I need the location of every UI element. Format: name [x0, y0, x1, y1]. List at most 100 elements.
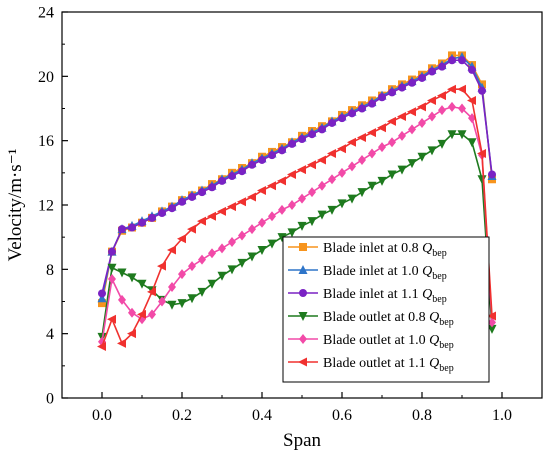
data-point: [237, 197, 246, 207]
data-point: [398, 83, 406, 92]
data-point: [308, 187, 316, 198]
series-5: [97, 84, 496, 352]
data-point: [287, 228, 297, 238]
data-point: [417, 102, 426, 112]
data-point: [237, 258, 247, 268]
data-point: [108, 247, 116, 256]
data-point: [448, 101, 456, 112]
data-point: [127, 329, 136, 339]
legend-marker: [299, 289, 307, 297]
y-tick-label: 8: [46, 262, 54, 279]
data-point: [257, 246, 267, 256]
data-point: [108, 273, 116, 284]
data-point: [457, 84, 466, 94]
legend-label: Blade outlet at 0.8 Qbep: [323, 310, 454, 328]
data-point: [107, 263, 117, 273]
data-point: [148, 309, 156, 320]
data-point: [227, 265, 237, 275]
data-point: [448, 56, 456, 65]
data-point: [447, 84, 456, 94]
data-point: [137, 309, 146, 319]
data-point: [438, 105, 446, 116]
legend-entry-4: Blade outlet at 1.0 Qbep: [288, 333, 454, 351]
data-point: [337, 144, 346, 154]
x-tick-label: 0.6: [332, 407, 352, 424]
series-line-4: [101, 106, 493, 342]
data-point: [247, 192, 256, 202]
data-point: [397, 165, 407, 175]
data-point: [128, 307, 136, 318]
data-point: [218, 243, 226, 254]
data-point: [368, 148, 376, 159]
data-point: [178, 197, 186, 206]
data-point: [208, 248, 216, 259]
data-point: [97, 293, 107, 303]
legend-marker: [298, 265, 308, 274]
data-point: [387, 116, 396, 126]
data-point: [458, 56, 466, 65]
data-point: [488, 317, 496, 328]
legend-marker: [298, 312, 308, 321]
data-point: [287, 169, 296, 179]
data-point: [427, 95, 436, 105]
data-point: [318, 125, 326, 134]
x-tick-label: 0.0: [92, 407, 112, 424]
legend-label: Blade outlet at 1.0 Qbep: [323, 333, 454, 351]
data-point: [128, 223, 136, 232]
data-point: [437, 91, 446, 101]
data-point: [368, 99, 376, 108]
legend-entry-1: Blade inlet at 1.0 Qbep: [288, 264, 447, 282]
data-point: [158, 209, 166, 218]
data-point: [177, 234, 186, 244]
data-point: [317, 155, 326, 165]
data-point: [117, 338, 126, 348]
legend-marker: [299, 334, 307, 344]
data-point: [258, 217, 266, 228]
data-point: [327, 205, 337, 215]
data-point: [257, 186, 266, 196]
data-point: [307, 160, 316, 170]
x-tick-label: 0.2: [172, 407, 192, 424]
legend-entry-3: Blade outlet at 0.8 Qbep: [288, 310, 454, 328]
data-point: [338, 167, 346, 178]
data-point: [327, 149, 336, 159]
data-point: [98, 299, 106, 308]
series-line-1: [101, 56, 493, 299]
series-line-2: [101, 59, 493, 294]
data-point: [178, 269, 186, 280]
x-tick-label: 0.4: [252, 407, 272, 424]
data-point: [317, 210, 327, 220]
y-tick-label: 24: [38, 5, 54, 22]
data-point: [147, 287, 156, 297]
data-point: [117, 268, 127, 278]
y-axis-title: Velocity/m·s⁻¹: [5, 148, 26, 261]
legend-marker: [298, 357, 307, 367]
data-point: [427, 146, 437, 156]
legend-label: Blade inlet at 1.1 Qbep: [323, 287, 447, 305]
data-point: [387, 170, 397, 180]
data-point: [467, 95, 476, 105]
legend-label: Blade outlet at 1.1 Qbep: [323, 356, 454, 374]
data-point: [318, 180, 326, 191]
data-point: [217, 206, 226, 216]
data-point: [357, 188, 367, 198]
legend-entry-5: Blade outlet at 1.1 Qbep: [288, 356, 454, 374]
data-point: [418, 117, 426, 128]
data-point: [438, 62, 446, 71]
legend-box: [282, 236, 490, 383]
data-point: [177, 299, 187, 309]
data-point: [478, 86, 486, 95]
data-point: [267, 181, 276, 191]
data-point: [398, 130, 406, 141]
series-line-3: [101, 133, 493, 337]
legend-entry-2: Blade inlet at 1.1 Qbep: [288, 287, 447, 305]
data-point: [227, 202, 236, 212]
data-point: [218, 176, 226, 185]
data-point: [428, 111, 436, 122]
data-point: [277, 233, 287, 243]
series-4: [98, 101, 496, 347]
legend-entry-0: Blade inlet at 0.8 Qbep: [288, 241, 447, 259]
data-point: [248, 160, 256, 169]
data-point: [417, 152, 427, 162]
